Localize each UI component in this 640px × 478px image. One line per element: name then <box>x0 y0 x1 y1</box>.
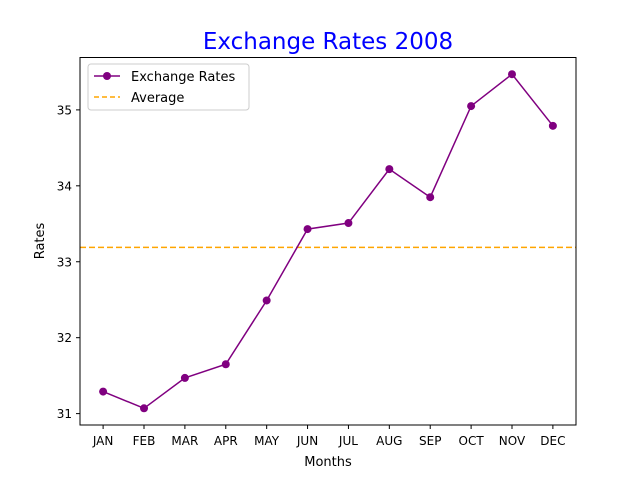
data-point <box>99 387 108 396</box>
chart-title: Exchange Rates 2008 <box>203 29 453 55</box>
y-tick-label: 32 <box>57 331 72 345</box>
legend-box <box>87 63 250 111</box>
x-tick-label: APR <box>214 434 238 448</box>
x-tick-label: NOV <box>499 434 526 448</box>
y-tick-label: 35 <box>57 103 72 117</box>
y-tick-label: 33 <box>57 255 72 269</box>
x-tick-label: AUG <box>376 434 402 448</box>
data-point <box>180 373 189 382</box>
x-tick-label: MAY <box>254 434 280 448</box>
x-tick-label: DEC <box>540 434 565 448</box>
plot-area-frame <box>79 57 577 426</box>
x-axis-label: Months <box>304 455 352 470</box>
y-axis-ticks: 31 32 33 34 35 <box>57 103 80 421</box>
data-point <box>303 225 312 234</box>
series-group <box>99 70 557 413</box>
legend-series-marker <box>103 72 111 80</box>
x-tick-label: MAR <box>171 434 198 448</box>
legend: Exchange Rates Average <box>87 63 250 111</box>
data-point <box>426 193 435 202</box>
legend-average-label: Average <box>131 91 184 106</box>
data-point <box>385 165 394 174</box>
y-axis-label: Rates <box>33 222 48 259</box>
x-tick-label: JUN <box>296 434 318 448</box>
data-point <box>344 219 353 228</box>
y-tick-label: 31 <box>57 407 72 421</box>
x-tick-label: FEB <box>133 434 156 448</box>
x-tick-label: OCT <box>459 434 485 448</box>
data-point <box>507 70 516 79</box>
data-point <box>467 102 476 111</box>
x-tick-label: SEP <box>419 434 441 448</box>
data-point <box>548 121 557 130</box>
data-point <box>140 404 149 413</box>
series-line <box>102 73 554 410</box>
legend-series-label: Exchange Rates <box>131 70 235 85</box>
x-tick-label: JUL <box>338 434 358 448</box>
data-point <box>262 296 271 305</box>
x-tick-label: JAN <box>92 434 114 448</box>
data-point <box>221 360 230 369</box>
y-tick-label: 34 <box>57 179 72 193</box>
x-axis-ticks: JAN FEB MAR APR MAY JUN JUL AUG SEP OCT NOV DEC <box>92 425 565 448</box>
